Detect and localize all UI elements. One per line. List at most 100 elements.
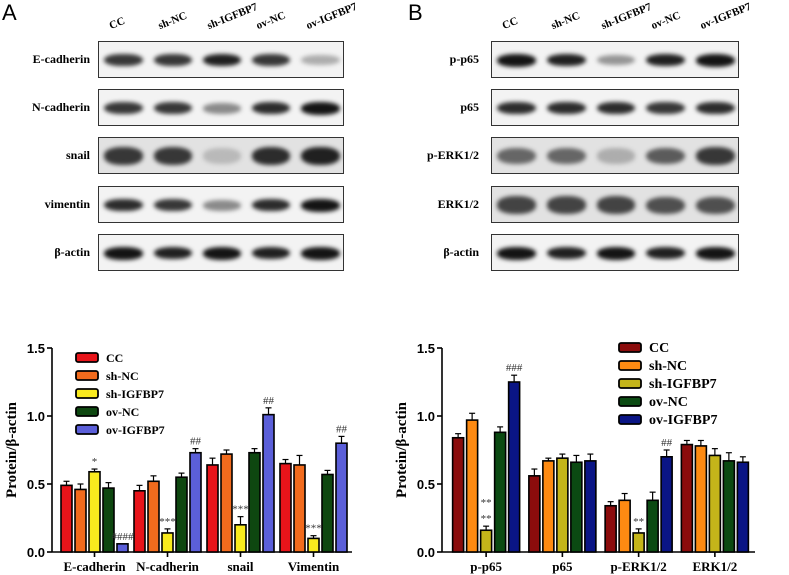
lane-label-ov-igfbp7: ov-IGFBP7 bbox=[698, 0, 754, 33]
bar-p-erk1-2-ov-nc bbox=[646, 499, 659, 553]
lane-label-sh-nc: sh-NC bbox=[156, 9, 189, 32]
lane-label-ov-nc: ov-NC bbox=[254, 9, 288, 32]
bar-p65-ov-igfbp7 bbox=[584, 460, 597, 553]
blot-band bbox=[301, 246, 340, 260]
blot-band bbox=[646, 246, 685, 260]
blot-band bbox=[153, 101, 192, 115]
blot-band bbox=[497, 101, 537, 115]
blot-band bbox=[596, 101, 636, 115]
blot-band bbox=[153, 198, 192, 212]
blot-band bbox=[104, 147, 143, 165]
blot-label-n-cadherin: N-cadherin bbox=[32, 100, 90, 114]
blot-band bbox=[695, 147, 735, 165]
bar-n-cadherin-cc bbox=[133, 490, 146, 553]
legend-swatch-sh-igfbp7 bbox=[75, 388, 99, 399]
blot-band bbox=[547, 53, 586, 67]
blot-label-beta-actin: β-actin bbox=[443, 245, 479, 259]
blot-band bbox=[497, 246, 537, 260]
blot-band bbox=[104, 198, 143, 212]
bar-p-erk1-2-cc bbox=[604, 504, 617, 553]
blot-band bbox=[497, 147, 537, 165]
blot-band bbox=[252, 101, 291, 115]
bar-snail-ov-nc bbox=[248, 451, 261, 553]
bar-p-p65-sh-igfbp7 bbox=[479, 529, 493, 553]
blot-band bbox=[695, 246, 735, 260]
legend-swatch-sh-nc bbox=[75, 370, 99, 381]
significance-marker: ** bbox=[633, 516, 644, 528]
x-tick-label-snail: snail bbox=[227, 559, 253, 574]
blot-p-p65 bbox=[491, 41, 739, 78]
y-axis-label: Protein/β-actin bbox=[4, 401, 20, 498]
legend-swatch-ov-igfbp7 bbox=[75, 424, 99, 435]
panel-a-letter: A bbox=[2, 0, 17, 25]
significance-marker: ** bbox=[481, 513, 492, 525]
blot-band bbox=[695, 101, 735, 115]
lane-label-ov-nc: ov-NC bbox=[649, 9, 683, 32]
bar-p65-sh-nc bbox=[542, 460, 555, 553]
blot-band bbox=[104, 53, 143, 67]
legend-swatch-cc bbox=[75, 352, 99, 363]
bar-p-p65-ov-nc bbox=[493, 431, 507, 553]
blot-p-erk1-2 bbox=[491, 137, 739, 174]
legend-label-ov-nc: ov-NC bbox=[649, 395, 688, 410]
blot-band bbox=[202, 53, 242, 67]
significance-marker: *** bbox=[305, 523, 322, 535]
blot-band bbox=[252, 147, 291, 165]
bar-snail-ov-igfbp7 bbox=[262, 413, 275, 553]
bar-vimentin-ov-igfbp7 bbox=[335, 442, 348, 553]
blot-band bbox=[596, 246, 636, 260]
blot-label-e-cadherin: E-cadherin bbox=[32, 52, 90, 66]
bar-p-p65-sh-nc bbox=[465, 419, 479, 553]
bar-erk1-2-cc bbox=[680, 443, 694, 553]
significance-marker: *** bbox=[159, 516, 176, 528]
blot-band bbox=[497, 53, 537, 67]
legend-label-ov-nc: ov-NC bbox=[106, 405, 139, 419]
significance-marker: * bbox=[92, 456, 98, 468]
bar-snail-cc bbox=[206, 464, 219, 553]
legend-swatch-sh-igfbp7 bbox=[618, 378, 642, 389]
lane-label-ov-igfbp7: ov-IGFBP7 bbox=[304, 0, 359, 33]
chart-legend: CC sh-NC sh-IGFBP7 ov-NC ov-IGFBP7 bbox=[75, 351, 165, 437]
x-tick-label-n-cadherin: N-cadherin bbox=[136, 559, 200, 574]
bar-n-cadherin-sh-igfbp7 bbox=[161, 532, 174, 553]
bar-e-cadherin-sh-nc bbox=[74, 488, 87, 553]
blot-band bbox=[547, 246, 586, 260]
lane-label-sh-nc: sh-NC bbox=[549, 9, 583, 32]
bar-e-cadherin-cc bbox=[60, 484, 73, 553]
blot-band bbox=[547, 196, 586, 214]
bar-p65-cc bbox=[528, 475, 541, 553]
blot-band bbox=[646, 101, 685, 115]
x-tick-label-p-erk1-2: p-ERK1/2 bbox=[610, 559, 666, 574]
blot-band bbox=[646, 196, 685, 214]
blot-label-p-erk1-2: p-ERK1/2 bbox=[426, 148, 479, 162]
bar-vimentin-sh-igfbp7 bbox=[307, 537, 320, 553]
bar-snail-sh-igfbp7 bbox=[234, 524, 247, 553]
blot-band bbox=[497, 196, 537, 214]
bar-snail-sh-nc bbox=[220, 453, 233, 553]
bar-e-cadherin-ov-igfbp7 bbox=[116, 543, 129, 553]
bar-erk1-2-ov-igfbp7 bbox=[736, 461, 750, 553]
blot-band bbox=[252, 198, 291, 212]
legend-label-ov-igfbp7: ov-IGFBP7 bbox=[106, 423, 165, 437]
blot-n-cadherin bbox=[98, 89, 344, 126]
y-tick-label: 1.5 bbox=[417, 341, 435, 356]
bar-vimentin-ov-nc bbox=[321, 473, 334, 553]
blot-label-erk1-2: ERK1/2 bbox=[437, 197, 479, 211]
bar-vimentin-sh-nc bbox=[293, 464, 306, 553]
legend-swatch-cc bbox=[618, 342, 642, 353]
y-axis-label: Protein/β-actin bbox=[395, 401, 410, 498]
blot-band bbox=[695, 196, 735, 214]
blot-label-snail: snail bbox=[65, 148, 90, 162]
lane-label-sh-igfbp7: sh-IGFBP7 bbox=[205, 0, 260, 32]
blot-band bbox=[596, 54, 636, 66]
blot-band bbox=[153, 147, 192, 165]
y-tick-label: 1.0 bbox=[417, 409, 435, 424]
bar-p-p65-ov-igfbp7 bbox=[507, 381, 521, 553]
significance-marker: ## bbox=[661, 437, 673, 449]
blot-erk1-2 bbox=[491, 186, 739, 223]
significance-marker: ## bbox=[190, 436, 202, 448]
blot-band bbox=[596, 148, 636, 164]
blot-band bbox=[104, 246, 143, 260]
legend-label-sh-igfbp7: sh-IGFBP7 bbox=[106, 387, 164, 401]
x-tick-label-e-cadherin: E-cadherin bbox=[63, 559, 126, 574]
